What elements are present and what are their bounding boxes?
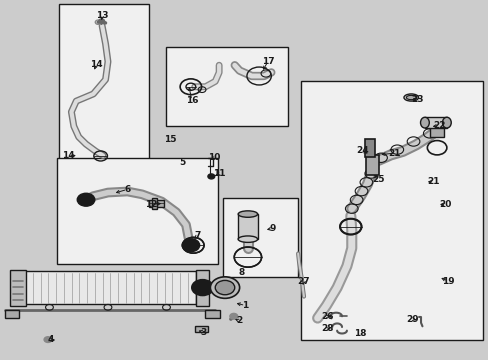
Text: 10: 10 <box>208 153 220 162</box>
Circle shape <box>44 337 52 342</box>
Bar <box>4 310 19 318</box>
Text: 7: 7 <box>194 231 200 240</box>
Text: 1: 1 <box>242 301 248 310</box>
Text: 14: 14 <box>61 151 74 160</box>
Bar <box>429 126 444 137</box>
Text: 26: 26 <box>321 312 333 321</box>
Circle shape <box>229 314 237 319</box>
Bar <box>424 117 446 128</box>
Ellipse shape <box>238 211 257 217</box>
Text: 23: 23 <box>410 95 423 104</box>
Text: 24: 24 <box>355 146 368 155</box>
Bar <box>149 200 163 207</box>
Text: 27: 27 <box>297 276 310 285</box>
Text: 29: 29 <box>406 315 418 324</box>
Text: 11: 11 <box>213 169 225 178</box>
Bar <box>195 270 209 306</box>
Text: 18: 18 <box>354 329 366 338</box>
Text: 20: 20 <box>438 200 450 209</box>
Bar <box>194 326 208 332</box>
Text: 4: 4 <box>47 335 54 344</box>
Text: 15: 15 <box>163 135 176 144</box>
Circle shape <box>77 193 95 206</box>
Ellipse shape <box>403 94 418 101</box>
Text: 25: 25 <box>371 175 384 184</box>
Text: 14: 14 <box>90 60 102 69</box>
Bar <box>222 198 298 277</box>
Text: 8: 8 <box>238 268 244 277</box>
Bar <box>25 271 195 304</box>
Text: 17: 17 <box>261 57 274 66</box>
Circle shape <box>99 19 104 23</box>
Text: 2: 2 <box>236 316 242 325</box>
Bar <box>10 270 26 306</box>
Text: 12: 12 <box>144 200 157 209</box>
Circle shape <box>195 282 209 293</box>
Ellipse shape <box>420 117 428 128</box>
Ellipse shape <box>442 117 450 128</box>
Text: 9: 9 <box>269 224 275 233</box>
Circle shape <box>182 239 199 252</box>
Bar <box>166 47 288 126</box>
Text: 3: 3 <box>200 328 206 337</box>
Bar <box>152 198 157 209</box>
Text: 28: 28 <box>321 324 333 333</box>
Bar <box>300 81 483 339</box>
Circle shape <box>191 280 213 296</box>
Circle shape <box>207 174 214 179</box>
Text: 22: 22 <box>432 121 445 130</box>
Bar <box>365 139 374 157</box>
Ellipse shape <box>210 277 239 298</box>
Bar <box>366 155 378 175</box>
Ellipse shape <box>238 236 257 242</box>
Bar <box>238 214 257 239</box>
Ellipse shape <box>406 95 415 100</box>
Bar <box>57 158 217 264</box>
Bar <box>205 310 220 318</box>
Ellipse shape <box>215 280 234 295</box>
Bar <box>59 4 149 169</box>
Text: 5: 5 <box>179 158 185 167</box>
Text: 21: 21 <box>387 149 400 158</box>
Text: 13: 13 <box>96 10 108 19</box>
Text: 21: 21 <box>427 177 439 186</box>
Text: 6: 6 <box>124 185 130 194</box>
Text: 19: 19 <box>441 276 454 285</box>
Text: 16: 16 <box>185 96 198 105</box>
